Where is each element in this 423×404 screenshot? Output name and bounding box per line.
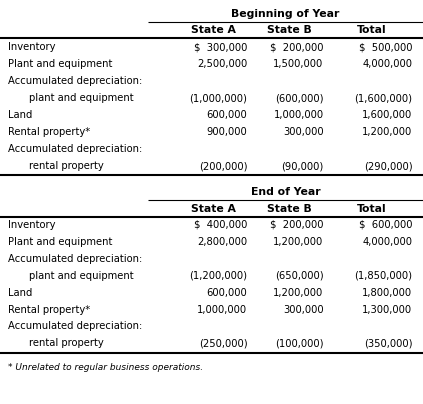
Text: $  600,000: $ 600,000 — [359, 220, 412, 229]
Text: 900,000: 900,000 — [207, 127, 247, 137]
Text: (90,000): (90,000) — [281, 161, 324, 171]
Text: State A: State A — [191, 25, 236, 35]
Text: 1,800,000: 1,800,000 — [363, 288, 412, 297]
Text: Land: Land — [8, 288, 32, 297]
Text: (290,000): (290,000) — [364, 161, 412, 171]
Text: rental property: rental property — [29, 339, 104, 348]
Text: 1,500,000: 1,500,000 — [273, 59, 324, 69]
Text: 300,000: 300,000 — [283, 127, 324, 137]
Text: $  500,000: $ 500,000 — [359, 42, 412, 52]
Text: Rental property*: Rental property* — [8, 305, 90, 314]
Text: $  400,000: $ 400,000 — [194, 220, 247, 229]
Text: (1,600,000): (1,600,000) — [354, 93, 412, 103]
Text: 600,000: 600,000 — [207, 110, 247, 120]
Text: 1,200,000: 1,200,000 — [273, 288, 324, 297]
Text: (650,000): (650,000) — [275, 271, 324, 280]
Text: Accumulated depreciation:: Accumulated depreciation: — [8, 322, 142, 331]
Text: State B: State B — [267, 25, 312, 35]
Text: 1,200,000: 1,200,000 — [362, 127, 412, 137]
Text: Accumulated depreciation:: Accumulated depreciation: — [8, 254, 142, 263]
Text: $  200,000: $ 200,000 — [270, 42, 324, 52]
Text: $  300,000: $ 300,000 — [194, 42, 247, 52]
Text: Rental property*: Rental property* — [8, 127, 90, 137]
Text: State B: State B — [267, 204, 312, 213]
Text: (1,850,000): (1,850,000) — [354, 271, 412, 280]
Text: (1,200,000): (1,200,000) — [190, 271, 247, 280]
Text: Plant and equipment: Plant and equipment — [8, 237, 112, 246]
Text: Beginning of Year: Beginning of Year — [231, 9, 340, 19]
Text: 1,300,000: 1,300,000 — [363, 305, 412, 314]
Text: 1,200,000: 1,200,000 — [273, 237, 324, 246]
Text: (350,000): (350,000) — [364, 339, 412, 348]
Text: Total: Total — [357, 204, 386, 213]
Text: State A: State A — [191, 204, 236, 213]
Text: Inventory: Inventory — [8, 42, 55, 52]
Text: Accumulated depreciation:: Accumulated depreciation: — [8, 76, 142, 86]
Text: 2,500,000: 2,500,000 — [197, 59, 247, 69]
Text: Accumulated depreciation:: Accumulated depreciation: — [8, 144, 142, 154]
Text: (200,000): (200,000) — [199, 161, 247, 171]
Text: 1,600,000: 1,600,000 — [362, 110, 412, 120]
Text: $  200,000: $ 200,000 — [270, 220, 324, 229]
Text: Total: Total — [357, 25, 386, 35]
Text: * Unrelated to regular business operations.: * Unrelated to regular business operatio… — [8, 363, 203, 372]
Text: 1,000,000: 1,000,000 — [274, 110, 324, 120]
Text: 4,000,000: 4,000,000 — [363, 59, 412, 69]
Text: Land: Land — [8, 110, 32, 120]
Text: 4,000,000: 4,000,000 — [363, 237, 412, 246]
Text: 600,000: 600,000 — [207, 288, 247, 297]
Text: (100,000): (100,000) — [275, 339, 324, 348]
Text: End of Year: End of Year — [251, 187, 320, 196]
Text: plant and equipment: plant and equipment — [29, 271, 133, 280]
Text: (250,000): (250,000) — [199, 339, 247, 348]
Text: 1,000,000: 1,000,000 — [198, 305, 247, 314]
Text: (600,000): (600,000) — [275, 93, 324, 103]
Text: (1,000,000): (1,000,000) — [190, 93, 247, 103]
Text: 2,800,000: 2,800,000 — [198, 237, 247, 246]
Text: plant and equipment: plant and equipment — [29, 93, 133, 103]
Text: Plant and equipment: Plant and equipment — [8, 59, 112, 69]
Text: 300,000: 300,000 — [283, 305, 324, 314]
Text: rental property: rental property — [29, 161, 104, 171]
Text: Inventory: Inventory — [8, 220, 55, 229]
